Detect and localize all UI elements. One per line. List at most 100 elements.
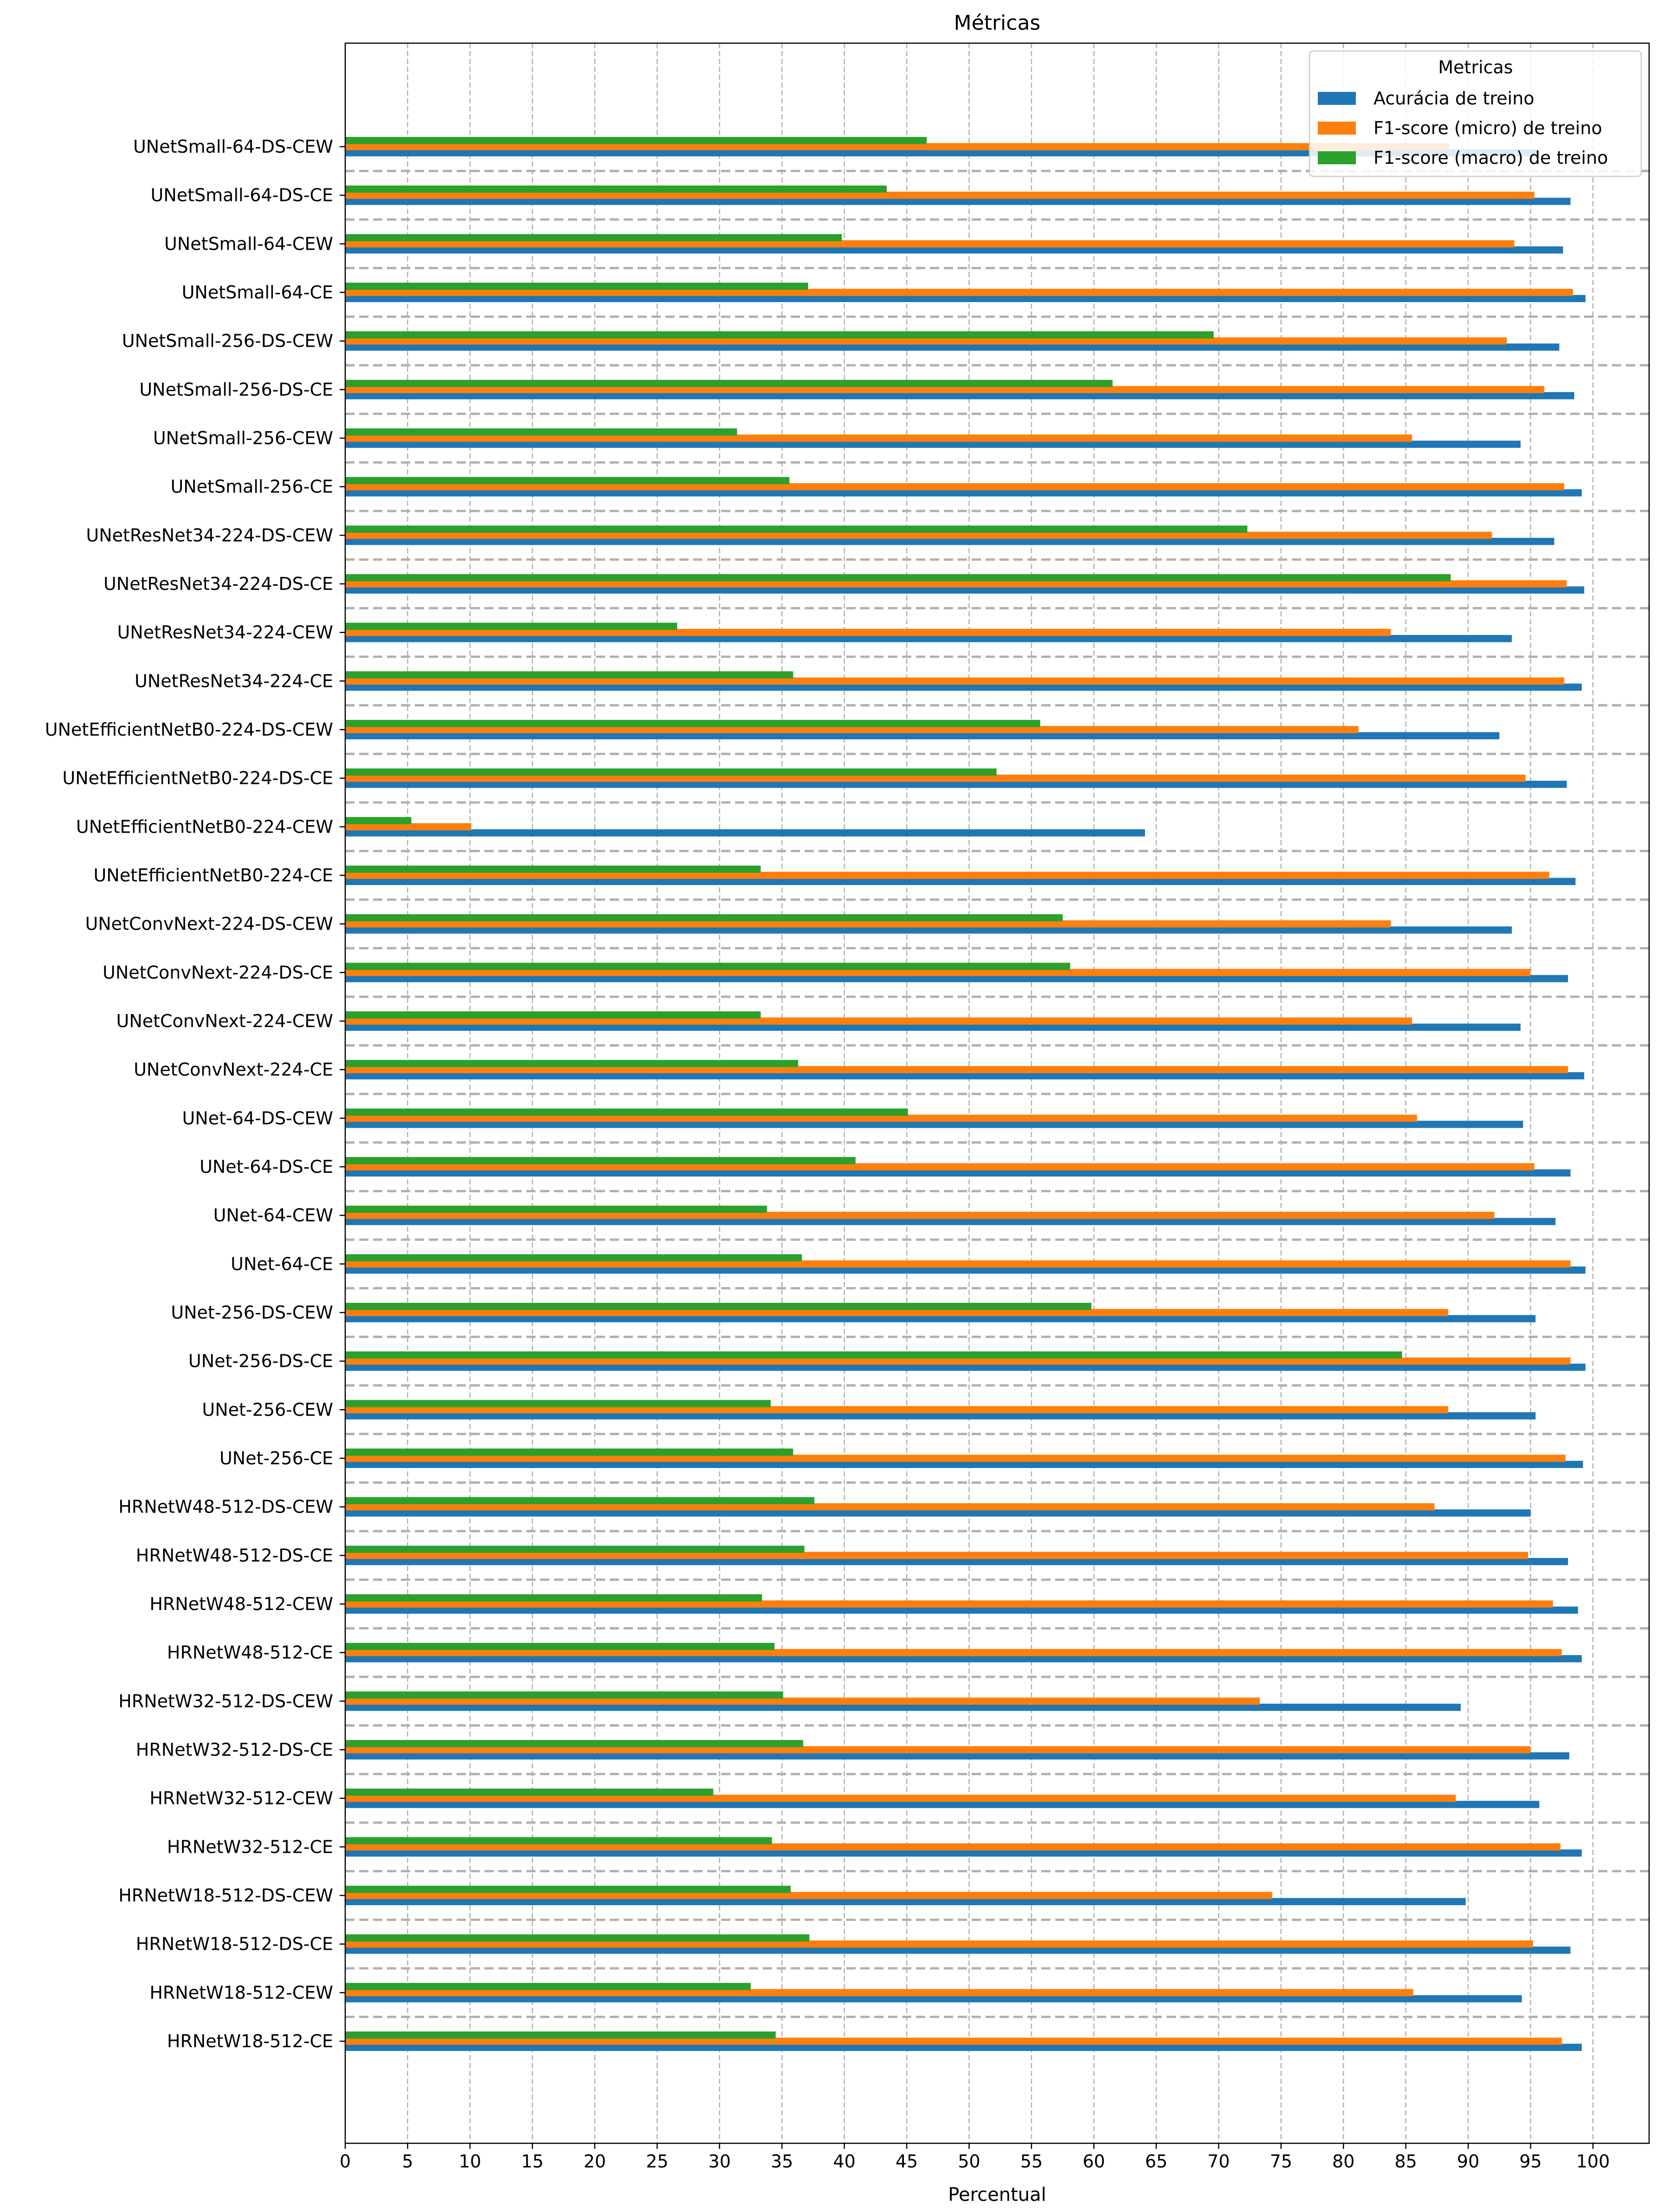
bar: [345, 1801, 1540, 1808]
bar: [345, 1546, 805, 1553]
bar: [345, 191, 1534, 199]
y-tick-label: UNetEfficientNetB0-224-DS-CE: [62, 768, 333, 789]
bar: [345, 1169, 1571, 1177]
bar: [345, 2031, 776, 2039]
bar: [345, 289, 1573, 296]
bar: [345, 1794, 1456, 1802]
bar: [345, 829, 1145, 837]
y-tick-label: UNetEfficientNetB0-224-CEW: [76, 816, 333, 837]
y-tick-label: UNetResNet34-224-CEW: [117, 622, 333, 643]
bar: [345, 1837, 772, 1844]
bar: [345, 2044, 1582, 2051]
bar: [345, 1254, 802, 1261]
bar: [345, 1898, 1466, 1905]
legend-swatch: [1318, 151, 1356, 164]
bar: [345, 635, 1512, 642]
x-tick-label: 45: [896, 2151, 918, 2172]
x-tick-label: 80: [1332, 2151, 1354, 2172]
bar: [345, 1983, 751, 1990]
legend-title: Metricas: [1438, 57, 1513, 78]
y-tick-label: HRNetW48-512-CE: [167, 1643, 333, 1663]
bar: [345, 392, 1574, 400]
bar: [345, 434, 1412, 442]
y-tick-label: UNetResNet34-224-CE: [135, 671, 333, 691]
legend-swatch: [1318, 122, 1356, 135]
bar: [345, 1503, 1435, 1511]
y-tick-label: UNetEfficientNetB0-224-DS-CEW: [45, 719, 333, 740]
bar: [345, 1309, 1449, 1316]
y-tick-label: UNetSmall-64-CE: [182, 282, 333, 303]
bar: [345, 1746, 1531, 1753]
legend-label: Acurácia de treino: [1373, 88, 1534, 109]
bar: [345, 1497, 815, 1505]
bar: [345, 1892, 1272, 1899]
bar: [345, 1552, 1528, 1559]
bar: [345, 525, 1248, 533]
bar: [345, 1205, 767, 1213]
bar: [345, 246, 1563, 254]
y-tick-label: UNetConvNext-224-DS-CEW: [85, 914, 333, 934]
x-tick-label: 15: [521, 2151, 543, 2172]
bar: [345, 331, 1214, 339]
bar: [345, 726, 1359, 733]
bar: [345, 975, 1568, 983]
bar: [345, 677, 1565, 685]
bar: [345, 926, 1512, 934]
bar: [345, 1643, 775, 1650]
y-tick-label: UNet-256-DS-CEW: [171, 1302, 333, 1323]
bar: [345, 1108, 908, 1116]
y-tick-label: UNetResNet34-224-DS-CE: [103, 574, 333, 594]
y-tick-label: UNet-256-DS-CE: [188, 1351, 333, 1371]
bar: [345, 1163, 1534, 1171]
y-tick-label: UNet-64-DS-CE: [200, 1157, 333, 1177]
bar: [345, 1940, 1533, 1948]
x-tick-label: 40: [833, 2151, 855, 2172]
bar: [345, 1357, 1571, 1365]
bars: [345, 137, 1586, 2051]
bar: [345, 440, 1521, 448]
y-tick-label: HRNetW48-512-CEW: [149, 1594, 333, 1614]
x-tick-label: 5: [402, 2151, 413, 2172]
bar: [345, 866, 761, 873]
bar: [345, 1211, 1495, 1219]
bar: [345, 531, 1492, 539]
bar: [345, 1849, 1582, 1857]
y-tick-label: UNetSmall-256-DS-CEW: [122, 331, 333, 351]
bar: [345, 1364, 1586, 1371]
bar: [345, 143, 1450, 150]
y-tick-label: UNet-256-CEW: [202, 1399, 333, 1420]
bar: [345, 683, 1582, 691]
y-tick-label: UNetConvNext-224-CE: [134, 1060, 333, 1080]
bar: [345, 628, 1391, 636]
bar: [345, 768, 997, 776]
legend-box: [1309, 50, 1642, 177]
bar: [345, 622, 677, 630]
x-tick-label: 20: [584, 2151, 606, 2172]
bar: [345, 732, 1500, 739]
bar: [345, 428, 737, 436]
y-tick-label: UNetEfficientNetB0-224-CE: [93, 865, 333, 886]
bar: [345, 1412, 1536, 1420]
bar: [345, 1558, 1568, 1565]
bar: [345, 1066, 1568, 1074]
legend-label: F1-score (macro) de treino: [1373, 148, 1608, 168]
bar: [345, 1843, 1561, 1851]
bar: [345, 920, 1391, 928]
bar: [345, 137, 927, 144]
bar: [345, 586, 1585, 594]
x-tick-label: 95: [1519, 2151, 1541, 2172]
bar: [345, 1218, 1556, 1225]
x-tick-label: 30: [709, 2151, 731, 2172]
bar: [345, 1017, 1412, 1025]
bar: [345, 1060, 799, 1067]
legend-entries: Acurácia de treino F1-score (micro) de tr…: [1318, 88, 1608, 168]
bar: [345, 817, 412, 824]
bar: [345, 380, 1113, 387]
y-tick-label: UNet-256-CE: [219, 1448, 333, 1468]
bar: [345, 1023, 1521, 1031]
y-tick-label: HRNetW32-512-CE: [167, 1837, 333, 1857]
bar: [345, 1157, 856, 1164]
bar: [345, 1655, 1582, 1662]
x-axis-label: Percentual: [948, 2184, 1046, 2206]
